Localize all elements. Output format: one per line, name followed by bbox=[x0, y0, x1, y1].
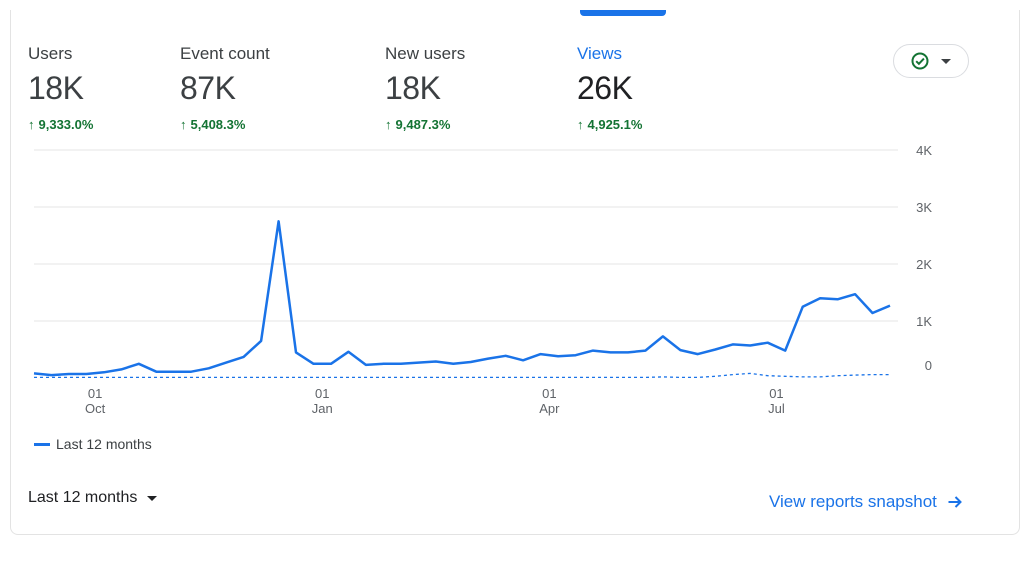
series-line-last-12-months bbox=[33, 220, 891, 377]
x-tick-month: Jan bbox=[312, 401, 333, 416]
legend-label: Last 12 months bbox=[56, 436, 152, 452]
metric-event-count[interactable]: Event count 87K ↑ 5,408.3% bbox=[180, 44, 270, 132]
active-tab-indicator bbox=[580, 10, 666, 16]
metric-change-value: 9,333.0% bbox=[38, 117, 94, 132]
metric-value: 18K bbox=[28, 70, 84, 106]
x-tick-day: 01 bbox=[769, 386, 783, 401]
metric-change-value: 4,925.1% bbox=[587, 117, 643, 132]
metric-change-value: 5,408.3% bbox=[190, 117, 246, 132]
caret-down-icon bbox=[147, 495, 158, 501]
metric-change-value: 9,487.3% bbox=[395, 117, 451, 132]
metric-label: Users bbox=[28, 44, 73, 63]
compare-dropdown-button[interactable] bbox=[893, 44, 969, 78]
view-reports-snapshot-link[interactable]: View reports snapshot bbox=[769, 492, 963, 512]
y-tick-label: 1K bbox=[916, 314, 932, 329]
series-line-comparison bbox=[34, 372, 890, 379]
x-tick-month: Oct bbox=[85, 401, 106, 416]
metric-value: 87K bbox=[180, 70, 236, 106]
y-tick-label: 4K bbox=[916, 143, 932, 158]
metric-users[interactable]: Users 18K ↑ 9,333.0% bbox=[28, 44, 93, 132]
arrow-up-icon: ↑ bbox=[28, 117, 35, 132]
snapshot-link-label: View reports snapshot bbox=[769, 492, 937, 511]
legend-swatch bbox=[34, 442, 50, 446]
metric-label: New users bbox=[385, 44, 466, 63]
y-tick-label: 3K bbox=[916, 200, 932, 215]
metric-change: ↑ 4,925.1% bbox=[577, 117, 642, 132]
arrow-right-icon bbox=[948, 496, 962, 508]
metric-views[interactable]: Views 26K ↑ 4,925.1% bbox=[577, 44, 642, 132]
x-tick-day: 01 bbox=[542, 386, 556, 401]
y-tick-label: 2K bbox=[916, 257, 932, 272]
metric-change: ↑ 5,408.3% bbox=[180, 117, 270, 132]
metric-change: ↑ 9,487.3% bbox=[385, 117, 465, 132]
arrow-up-icon: ↑ bbox=[180, 117, 187, 132]
analytics-card bbox=[10, 10, 1020, 535]
metric-label: Views bbox=[577, 44, 623, 63]
metric-new-users[interactable]: New users 18K ↑ 9,487.3% bbox=[385, 44, 465, 132]
date-range-selector[interactable]: Last 12 months bbox=[28, 489, 158, 507]
x-tick-month: Jul bbox=[768, 401, 785, 416]
metric-value: 26K bbox=[577, 70, 633, 106]
y-tick-label: 0 bbox=[925, 358, 932, 373]
metric-value: 18K bbox=[385, 70, 441, 106]
x-tick-day: 01 bbox=[88, 386, 102, 401]
date-range-label: Last 12 months bbox=[28, 489, 138, 506]
arrow-up-icon: ↑ bbox=[577, 117, 584, 132]
metric-change: ↑ 9,333.0% bbox=[28, 117, 93, 132]
x-tick-day: 01 bbox=[315, 386, 329, 401]
chart-legend: Last 12 months bbox=[34, 436, 152, 452]
x-tick-month: Apr bbox=[539, 401, 560, 416]
arrow-up-icon: ↑ bbox=[385, 117, 392, 132]
caret-down-icon bbox=[941, 58, 951, 64]
metric-label: Event count bbox=[180, 44, 270, 63]
check-circle-icon bbox=[911, 52, 929, 70]
